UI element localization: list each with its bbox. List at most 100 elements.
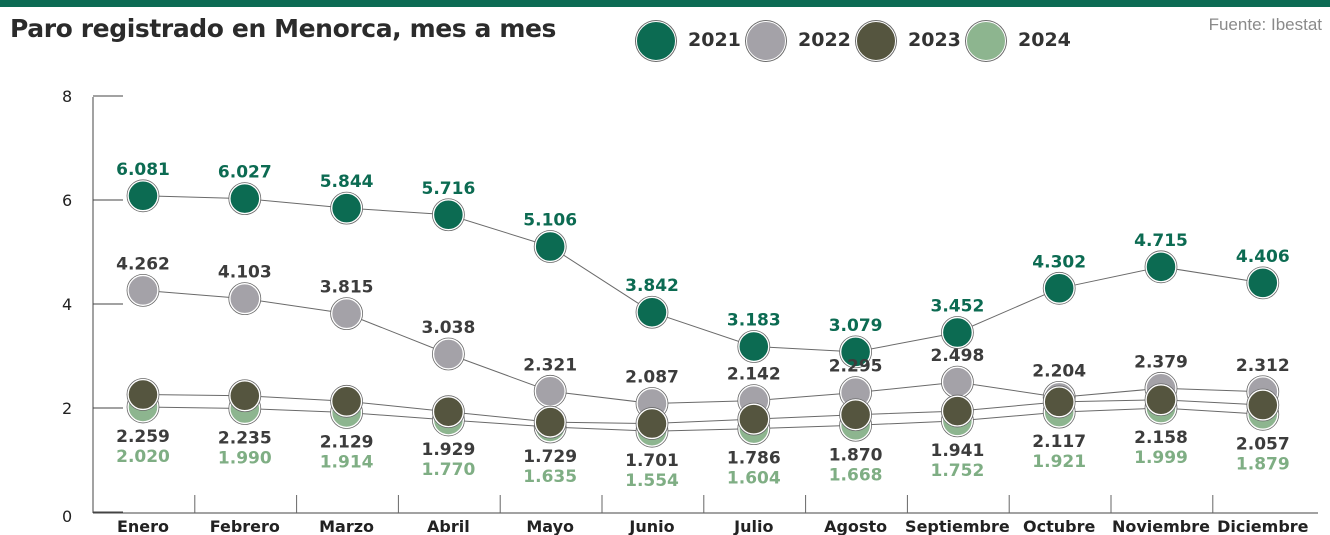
point-outline-2023 [635, 407, 669, 440]
data-label-2024: 1.879 [1236, 454, 1290, 474]
data-label-2024: 1.770 [422, 460, 476, 480]
data-label-2022: 2.312 [1236, 356, 1290, 376]
x-tick-label: Septiembre [905, 517, 1010, 535]
point-2023 [229, 380, 261, 412]
point-2021 [636, 296, 668, 328]
point-outline-2022 [228, 282, 262, 316]
legend-label-2022: 2022 [798, 29, 851, 51]
point-2021 [534, 230, 566, 263]
data-label-2023: 2.129 [320, 432, 374, 452]
point-2023 [941, 395, 974, 427]
point-outline-2023 [1246, 388, 1280, 422]
point-outline-2023 [1042, 385, 1076, 419]
data-label-2022: 2.087 [625, 367, 679, 387]
data-label-2022: 3.038 [422, 318, 476, 338]
point-2021 [839, 336, 872, 368]
point-outline-2022 [330, 297, 364, 331]
data-label-2021: 5.716 [422, 179, 476, 199]
point-2022 [330, 297, 363, 330]
x-tick-label: Diciembre [1217, 517, 1309, 535]
y-tick-label: 2 [62, 399, 72, 418]
point-2023 [534, 406, 566, 438]
data-label-2021: 5.844 [320, 172, 374, 192]
legend-label-2021: 2021 [688, 29, 741, 51]
point-2022 [534, 375, 566, 408]
point-2023 [738, 403, 770, 435]
point-outline-2023 [941, 394, 974, 428]
data-label-2024: 1.668 [829, 465, 883, 485]
data-label-2023: 2.259 [116, 427, 170, 447]
point-outline-2023 [126, 378, 160, 411]
point-outline-2021 [330, 191, 364, 225]
series-line-2021 [142, 195, 1263, 353]
point-outline-2023 [1144, 383, 1178, 417]
data-label-2024: 1.921 [1032, 452, 1086, 472]
data-label-2022: 2.295 [829, 357, 883, 377]
point-outline-2023 [228, 379, 262, 413]
point-2023 [432, 395, 465, 428]
x-tick-label: Julio [733, 517, 773, 535]
point-2021 [330, 192, 363, 224]
point-outline-2021 [1042, 271, 1076, 305]
point-outline-2023 [839, 398, 872, 432]
point-outline-2022 [431, 337, 465, 371]
data-label-2022: 2.498 [931, 346, 985, 366]
x-tick-label: Enero [117, 517, 169, 535]
point-outline-2021 [126, 179, 160, 213]
data-label-2024: 2.020 [116, 447, 170, 467]
point-outline-2021 [635, 295, 669, 329]
point-2021 [432, 199, 465, 231]
source-note: Fuente: Ibestat [1208, 15, 1322, 34]
point-2021 [1145, 251, 1177, 283]
data-label-2024: 1.604 [727, 469, 781, 489]
data-label-2024: 1.635 [523, 467, 577, 487]
data-label-2021: 6.081 [116, 160, 170, 180]
data-label-2021: 5.106 [523, 210, 577, 230]
data-label-2021: 3.079 [829, 316, 883, 336]
data-label-2022: 2.321 [523, 355, 577, 375]
data-label-2022: 3.815 [320, 278, 374, 298]
point-2022 [127, 274, 159, 307]
series-line-2022 [142, 289, 1263, 404]
series-line-2024 [142, 406, 1263, 432]
data-label-2022: 4.103 [218, 263, 272, 283]
data-label-2023: 1.870 [829, 445, 883, 465]
point-2021 [127, 180, 159, 212]
legend-swatch-2024 [966, 21, 1006, 61]
data-label-2023: 1.786 [727, 449, 781, 469]
point-2022 [432, 338, 465, 370]
legend-swatch-2023 [856, 21, 896, 61]
point-outline-2021 [1144, 250, 1178, 284]
data-label-2021: 3.842 [625, 276, 679, 296]
data-label-2021: 4.715 [1134, 231, 1188, 251]
x-tick-label: Noviembre [1112, 517, 1210, 535]
data-label-2024: 1.554 [625, 471, 679, 491]
data-label-2022: 2.204 [1032, 361, 1086, 381]
point-2021 [941, 316, 974, 349]
point-outline-2023 [737, 402, 771, 436]
point-2021 [229, 182, 261, 215]
data-label-2023: 2.057 [1236, 434, 1290, 454]
data-label-2023: 1.701 [625, 451, 679, 471]
x-tick-label: Octubre [1023, 517, 1095, 535]
data-label-2022: 2.379 [1134, 352, 1188, 372]
data-label-2021: 3.183 [727, 310, 781, 330]
data-label-2024: 1.914 [320, 452, 374, 472]
point-outline-2022 [126, 273, 160, 307]
data-label-2023: 1.929 [422, 440, 476, 460]
legend-swatch-2022 [746, 21, 786, 61]
data-label-2023: 1.941 [931, 441, 985, 461]
point-outline-2021 [839, 335, 872, 369]
point-2023 [330, 385, 363, 418]
legend-label-2024: 2024 [1018, 29, 1071, 51]
x-tick-label: Abril [427, 517, 470, 535]
point-2023 [127, 378, 159, 411]
point-2022 [229, 282, 261, 315]
data-label-2021: 6.027 [218, 163, 272, 183]
data-label-2024: 1.999 [1134, 448, 1188, 468]
point-outline-2021 [228, 182, 262, 215]
point-outline-2021 [737, 330, 771, 363]
data-label-2021: 4.302 [1032, 252, 1086, 272]
y-tick-label: 6 [62, 191, 72, 210]
